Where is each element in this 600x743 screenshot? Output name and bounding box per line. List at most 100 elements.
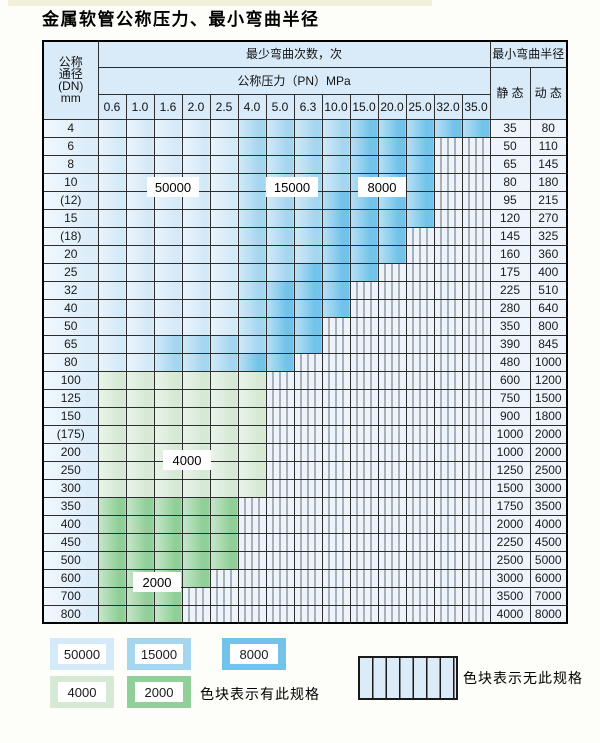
pressure-values-row: 0.6 1.0 1.6 2.0 2.5 4.0 5.0 6.3 10.0 15.0 20.0 25.0…: [43, 93, 567, 120]
no-spec-cell: [433, 550, 463, 570]
no-spec-cell: [433, 334, 463, 354]
spec-cell: [125, 478, 155, 498]
static-radius-cell: 480: [489, 352, 531, 372]
spec-cell: [125, 154, 155, 174]
spec-cell: [153, 334, 183, 354]
no-spec-cell: [321, 316, 351, 336]
spec-cell: [97, 424, 127, 444]
static-radius-cell: 65: [489, 154, 531, 174]
dynamic-radius-cell: 510: [529, 280, 568, 300]
spec-cell: [293, 262, 323, 282]
static-radius-cell: 1500: [489, 478, 531, 498]
zone-overlay-label: 4000: [163, 450, 211, 470]
dn-cell: 200: [42, 442, 99, 462]
dynamic-radius-cell: 4500: [529, 532, 568, 552]
spec-cell: [209, 226, 239, 246]
no-spec-cell: [461, 280, 491, 300]
no-spec-cell: [377, 586, 407, 606]
spec-cell: [181, 496, 211, 516]
no-spec-cell: [349, 568, 379, 588]
no-spec-cell: [405, 586, 435, 606]
table-row: 200 1000 2000: [42, 442, 568, 462]
dynamic-radius-cell: 325: [529, 226, 568, 246]
dynamic-radius-cell: 360: [529, 244, 568, 264]
table-row: 150 900 1800: [42, 406, 568, 426]
no-spec-cell: [405, 460, 435, 480]
table-row: 800 4000 8000: [42, 604, 568, 624]
spec-cell: [377, 208, 407, 228]
static-radius-cell: 1000: [489, 424, 531, 444]
no-spec-cell: [377, 496, 407, 516]
dynamic-radius-cell: 2000: [529, 424, 568, 444]
dn-cell: 300: [42, 478, 99, 498]
spec-cell: [125, 244, 155, 264]
spec-cell: [321, 244, 351, 264]
table-row: 500 2500 5000: [42, 550, 568, 570]
no-spec-cell: [265, 388, 295, 408]
spec-cell: [97, 262, 127, 282]
dynamic-radius-cell: 1800: [529, 406, 568, 426]
no-spec-cell: [293, 370, 323, 390]
no-spec-cell: [237, 604, 267, 624]
no-spec-cell: [293, 568, 323, 588]
table-row: 80 480 1000: [42, 352, 568, 372]
no-spec-cell: [321, 370, 351, 390]
zone-overlay-label: 2000: [133, 572, 181, 592]
dynamic-radius-cell: 180: [529, 172, 568, 192]
dn-cell: 700: [42, 586, 99, 606]
no-spec-cell: [321, 352, 351, 372]
spec-cell: [265, 334, 295, 354]
no-spec-cell: [461, 370, 491, 390]
no-spec-cell: [433, 586, 463, 606]
spec-cell: [209, 262, 239, 282]
spec-table: 公称 通径 (DN) mm 最少弯曲次数，次 最小弯曲半径 公称压力（PN）MP…: [42, 40, 568, 624]
no-spec-cell: [405, 388, 435, 408]
spec-cell: [153, 478, 183, 498]
spec-cell: [209, 316, 239, 336]
spec-cell: [237, 406, 267, 426]
spec-cell: [209, 532, 239, 552]
spec-cell: [125, 334, 155, 354]
no-spec-cell: [209, 604, 239, 624]
no-spec-cell: [405, 352, 435, 372]
spec-cell: [293, 316, 323, 336]
no-spec-cell: [405, 550, 435, 570]
legend-no-spec-hatch-swatch: [358, 656, 458, 700]
spec-cell: [125, 532, 155, 552]
no-spec-cell: [265, 586, 295, 606]
spec-cell: [293, 334, 323, 354]
dn-column-header: 公称 通径 (DN) mm: [42, 40, 99, 120]
no-spec-cell: [461, 568, 491, 588]
spec-cell: [237, 298, 267, 318]
spec-cell: [153, 604, 183, 624]
no-spec-cell: [377, 406, 407, 426]
no-spec-cell: [461, 442, 491, 462]
legend-swatch-label: 4000: [58, 682, 106, 702]
static-radius-cell: 1000: [489, 442, 531, 462]
spec-cell: [321, 226, 351, 246]
no-spec-cell: [461, 532, 491, 552]
no-spec-cell: [349, 478, 379, 498]
spec-cell: [209, 460, 239, 480]
table-row: 700 3500 7000: [42, 586, 568, 606]
no-spec-cell: [349, 586, 379, 606]
spec-cell: [209, 136, 239, 156]
spec-cell: [293, 136, 323, 156]
no-spec-cell: [405, 280, 435, 300]
spec-cell: [209, 190, 239, 210]
no-spec-cell: [321, 568, 351, 588]
spec-cell: [97, 496, 127, 516]
spec-cell: [181, 280, 211, 300]
legend-has-spec-text: 色块表示有此规格: [200, 686, 320, 702]
spec-cell: [125, 226, 155, 246]
no-spec-cell: [461, 460, 491, 480]
no-spec-cell: [265, 532, 295, 552]
no-spec-cell: [293, 586, 323, 606]
table-row: 32 225 510: [42, 280, 568, 300]
spec-cell: [237, 118, 267, 138]
no-spec-cell: [405, 604, 435, 624]
dynamic-radius-cell: 8000: [529, 604, 568, 624]
spec-cell: [209, 388, 239, 408]
pressure-col-header: 5.0: [265, 93, 295, 120]
no-spec-cell: [321, 442, 351, 462]
